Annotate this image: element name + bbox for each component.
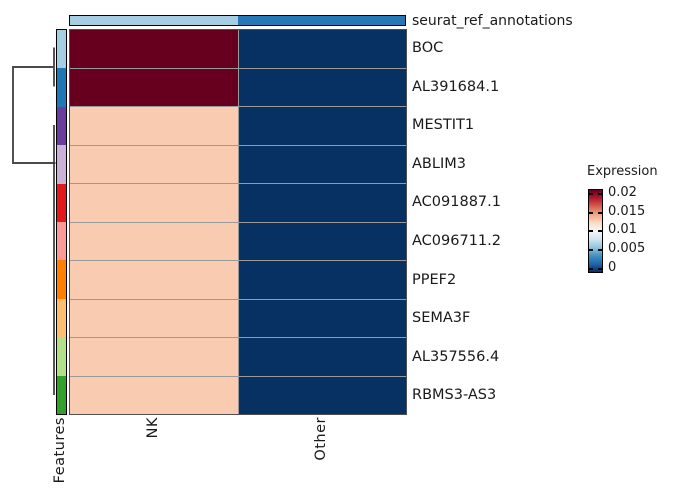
feature-color-swatch — [57, 145, 66, 184]
features-annotation-strip — [56, 29, 67, 415]
row-label-mestit1: MESTIT1 — [412, 117, 475, 133]
heatmap-cell — [238, 299, 406, 337]
top-annotation-label: seurat_ref_annotations — [412, 13, 573, 29]
heatmap-cell — [238, 68, 406, 106]
legend-tick-mark — [589, 212, 593, 214]
heatmap-cell — [70, 376, 238, 414]
feature-color-swatch — [57, 30, 66, 69]
features-axis-label: Features — [52, 417, 68, 484]
row-label-ac096711-2: AC096711.2 — [412, 233, 501, 249]
heatmap-cell — [70, 68, 238, 106]
top-annotation-nk-block — [70, 16, 238, 25]
heatmap-cell — [70, 30, 238, 68]
row-label-ppef2: PPEF2 — [412, 272, 457, 288]
row-label-al357556-4: AL357556.4 — [412, 349, 500, 365]
legend-tick-label: 0.005 — [608, 241, 646, 256]
heatmap-cell — [238, 338, 406, 376]
row-label-al391684-1: AL391684.1 — [412, 79, 500, 95]
heatmap-cell — [238, 222, 406, 260]
legend-tick-mark — [589, 193, 593, 195]
feature-color-swatch — [57, 298, 66, 338]
heatmap-cell — [70, 107, 238, 145]
legend-colorbar — [588, 189, 603, 273]
heatmap-cell — [70, 184, 238, 222]
heatmap-cell — [238, 184, 406, 222]
legend-tick-mark — [589, 249, 593, 251]
heatmap-cell — [238, 261, 406, 299]
heatmap-cell — [70, 299, 238, 337]
row-label-rbms3-as3: RBMS3-AS3 — [412, 387, 497, 403]
legend-tick-label: 0.02 — [608, 185, 637, 200]
legend-tick-label: 0.015 — [608, 204, 646, 219]
feature-color-swatch — [57, 68, 66, 107]
legend-tick-mark — [598, 268, 602, 270]
top-annotation-other-block — [237, 16, 405, 25]
feature-color-swatch — [57, 106, 66, 146]
heatmap-cell — [238, 376, 406, 414]
heatmap-cell — [238, 145, 406, 183]
legend-tick-label: 0 — [608, 260, 617, 275]
heatmap-cell — [238, 30, 406, 68]
feature-color-swatch — [57, 260, 66, 299]
feature-color-swatch — [57, 375, 66, 415]
feature-color-swatch — [57, 183, 66, 223]
legend-tick-mark — [598, 249, 602, 251]
feature-color-swatch — [57, 222, 66, 261]
row-label-ablim3: ABLIM3 — [412, 156, 466, 172]
legend-tick-mark — [598, 193, 602, 195]
legend-tick-mark — [589, 268, 593, 270]
legend-tick-label: 0.01 — [608, 222, 637, 237]
row-label-sema3f: SEMA3F — [412, 310, 471, 326]
row-label-ac091887-1: AC091887.1 — [412, 194, 501, 210]
heatmap-body — [69, 29, 407, 415]
column-label-nk: NK — [145, 417, 161, 439]
heatmap-cell — [70, 145, 238, 183]
heatmap-cell — [70, 338, 238, 376]
legend-title: Expression — [587, 164, 658, 179]
heatmap-cell — [70, 222, 238, 260]
column-label-other: Other — [313, 417, 329, 461]
dendrogram-root-bracket — [12, 66, 56, 164]
row-label-boc: BOC — [412, 40, 444, 56]
legend-tick-mark — [589, 230, 593, 232]
heatmap-cell — [238, 107, 406, 145]
legend-tick-mark — [598, 212, 602, 214]
heatmap-cell — [70, 261, 238, 299]
top-annotation-bar — [69, 15, 406, 26]
feature-color-swatch — [57, 337, 66, 376]
legend-tick-mark — [598, 230, 602, 232]
